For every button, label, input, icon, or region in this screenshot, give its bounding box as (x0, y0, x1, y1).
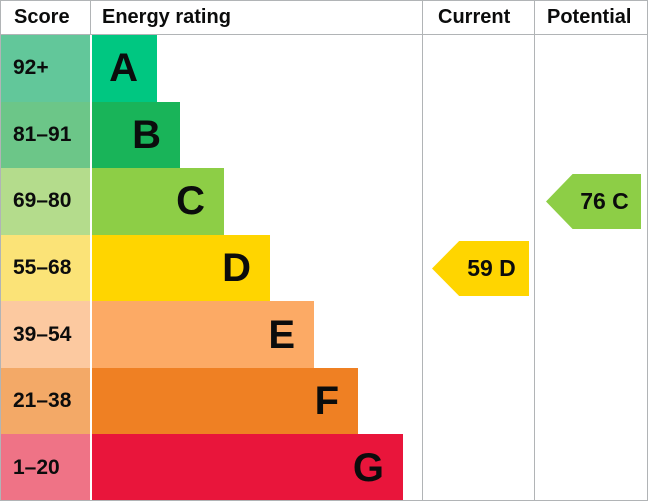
band-bar: E (92, 301, 314, 368)
band-score-cell: 92+ (1, 35, 90, 102)
band-bar: D (92, 234, 270, 302)
potential-rating-arrow: 76 C (546, 174, 641, 229)
band-row-d: 55–68 D (1, 234, 422, 302)
band-score-cell: 39–54 (1, 301, 90, 368)
current-column-header: Current (422, 1, 534, 34)
band-bar: F (92, 367, 358, 435)
band-score-cell: 1–20 (1, 434, 90, 500)
band-bar: C (92, 168, 224, 235)
band-bar: G (92, 434, 403, 500)
bands-column: 92+ A 81–91 B 69–80 C 55–68 D 39–54 E 21… (1, 35, 422, 500)
band-score-cell: 69–80 (1, 168, 90, 235)
band-bar: A (92, 35, 157, 102)
energy-rating-column-header: Energy rating (102, 6, 231, 28)
band-row-a: 92+ A (1, 35, 422, 102)
band-row-e: 39–54 E (1, 301, 422, 368)
band-score-cell: 81–91 (1, 101, 90, 169)
current-rating-arrow: 59 D (432, 241, 529, 296)
band-bar: B (92, 101, 180, 169)
band-row-c: 69–80 C (1, 168, 422, 235)
band-row-b: 81–91 B (1, 101, 422, 169)
potential-column-header: Potential (534, 1, 647, 34)
chart-body: 92+ A 81–91 B 69–80 C 55–68 D 39–54 E 21… (1, 35, 647, 500)
chart-header: Score Energy rating Current Potential (1, 1, 647, 35)
potential-column: 76 C (534, 35, 647, 500)
band-score-cell: 55–68 (1, 234, 90, 302)
band-score-cell: 21–38 (1, 367, 90, 435)
current-column: 59 D (422, 35, 534, 500)
band-row-f: 21–38 F (1, 367, 422, 435)
score-column-header: Score (1, 1, 91, 34)
band-row-g: 1–20 G (1, 434, 422, 500)
